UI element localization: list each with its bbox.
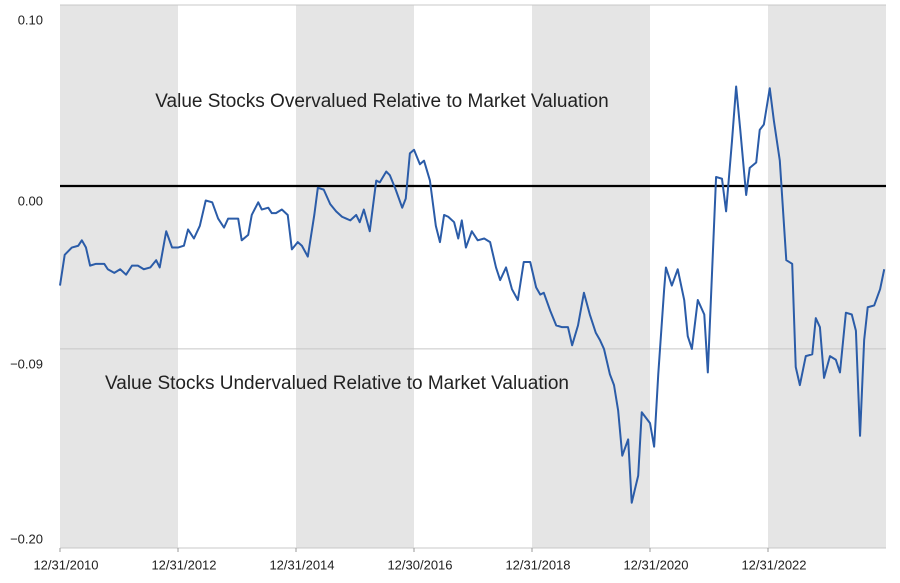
data-line — [59, 85, 886, 504]
x-tick-label: 12/31/2014 — [269, 557, 334, 572]
annotation-undervalued: Value Stocks Undervalued Relative to Mar… — [105, 373, 569, 394]
x-tick-label: 12/30/2016 — [387, 557, 452, 572]
shaded-band — [296, 5, 414, 548]
y-tick-label: 0.10 — [18, 12, 43, 27]
y-tick-label: −0.09 — [10, 356, 43, 371]
shaded-band — [60, 5, 178, 548]
x-tick-label: 12/31/2012 — [151, 557, 216, 572]
y-tick-label: −0.20 — [10, 531, 43, 546]
shaded-band — [532, 5, 650, 548]
annotation-overvalued: Value Stocks Overvalued Relative to Mark… — [155, 91, 608, 112]
x-tick-label: 12/31/2010 — [33, 557, 98, 572]
x-tick-label: 12/31/2018 — [505, 557, 570, 572]
x-tick-label: 12/31/2020 — [623, 557, 688, 572]
y-tick-label: 0.00 — [18, 193, 43, 208]
x-tick-label: 12/31/2022 — [741, 557, 806, 572]
shaded-band — [768, 5, 886, 548]
